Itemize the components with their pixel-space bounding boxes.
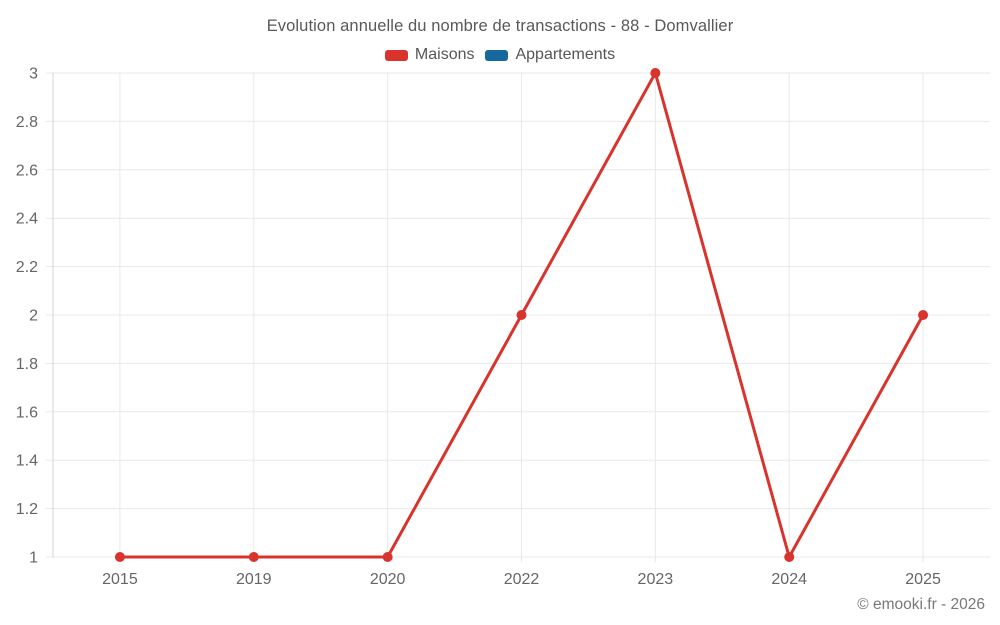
y-axis-tick-label: 1 bbox=[29, 550, 38, 567]
legend: Maisons Appartements bbox=[0, 46, 1000, 64]
legend-item-maisons[interactable]: Maisons bbox=[384, 46, 475, 64]
data-point-maisons-2022[interactable] bbox=[516, 310, 527, 320]
y-axis-tick-label: 2 bbox=[29, 308, 38, 325]
x-axis-tick-label: 2022 bbox=[504, 571, 540, 588]
x-axis-tick-label: 2019 bbox=[236, 571, 272, 588]
x-axis-tick-label: 2023 bbox=[638, 571, 674, 588]
legend-item-appartements[interactable]: Appartements bbox=[485, 46, 615, 64]
x-axis-tick-label: 2025 bbox=[905, 571, 941, 588]
chart-title: Evolution annuelle du nombre de transact… bbox=[266, 17, 734, 35]
legend-label-maisons: Maisons bbox=[414, 46, 475, 63]
y-axis-tick-label: 1.2 bbox=[16, 501, 38, 518]
y-axis-tick-label: 2.4 bbox=[16, 211, 38, 228]
y-axis-tick-label: 2.6 bbox=[16, 162, 38, 179]
y-axis-tick-label: 2.2 bbox=[16, 259, 38, 276]
data-point-maisons-2025[interactable] bbox=[918, 310, 929, 320]
copyright-text: © emooki.fr - 2026 bbox=[857, 596, 985, 613]
y-axis-tick-label: 1.8 bbox=[16, 356, 38, 373]
appartements-series-swatch-icon bbox=[485, 49, 509, 61]
data-point-maisons-2024[interactable] bbox=[784, 552, 795, 562]
data-point-maisons-2023[interactable] bbox=[650, 68, 661, 78]
data-point-maisons-2020[interactable] bbox=[382, 552, 393, 562]
y-axis-tick-label: 3 bbox=[29, 66, 38, 83]
data-point-maisons-2015[interactable] bbox=[114, 552, 125, 562]
maisons-series-swatch-icon bbox=[384, 49, 408, 61]
x-axis-tick-label: 2024 bbox=[771, 571, 807, 588]
y-axis-tick-label: 1.6 bbox=[16, 404, 38, 421]
data-point-maisons-2019[interactable] bbox=[248, 552, 259, 562]
x-axis-tick-label: 2020 bbox=[370, 571, 406, 588]
y-axis-tick-label: 1.4 bbox=[16, 453, 38, 470]
x-axis-tick-label: 2015 bbox=[102, 571, 138, 588]
y-axis-tick-label: 2.8 bbox=[16, 114, 38, 131]
legend-label-appartements: Appartements bbox=[515, 46, 616, 63]
